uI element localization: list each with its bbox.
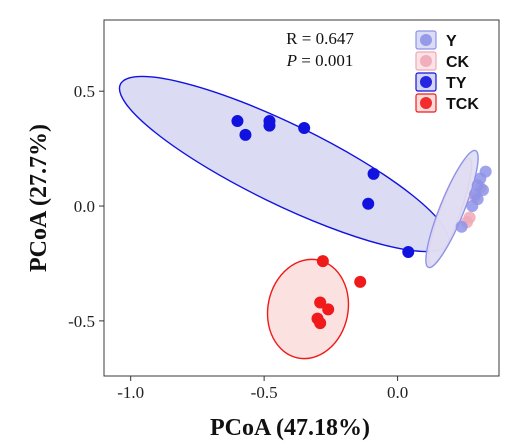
x-tick-label: -0.5 [251, 383, 278, 402]
point-ty-4 [263, 115, 276, 128]
plot-frame [103, 19, 500, 377]
y-axis-label: PCoA (27.7%) [26, 124, 52, 272]
point-y-8 [455, 220, 468, 233]
ellipse-ty [118, 75, 450, 253]
r-statistic: R = 0.647 [286, 29, 354, 48]
data-points [231, 115, 492, 330]
point-y-7 [466, 200, 479, 213]
legend: Y CK TY TCK [415, 30, 479, 113]
legend-label-ck: CK [446, 54, 470, 71]
legend-marker-tck [420, 97, 432, 109]
x-axis-label: PCoA (47.18%) [210, 415, 370, 441]
x-tick-label: -1.0 [117, 383, 144, 402]
point-tck-6 [314, 317, 327, 330]
legend-label-tck: TCK [446, 96, 479, 113]
y-tick-label: 0.0 [74, 197, 95, 216]
ellipse-y [425, 149, 479, 269]
legend-marker-ck [420, 55, 432, 67]
legend-label-y: Y [446, 33, 457, 50]
point-ty-2 [239, 128, 252, 141]
point-ty-7 [362, 197, 375, 210]
point-ty-5 [298, 121, 311, 134]
p-statistic: P = 0.001 [286, 51, 354, 70]
y-axis-ticks: -0.5 0.0 0.5 [68, 82, 104, 331]
ellipse-tck [266, 258, 350, 360]
x-tick-label: 0.0 [387, 383, 408, 402]
point-ty-8 [402, 245, 415, 258]
x-axis-ticks: -1.0 -0.5 0.0 [117, 376, 408, 402]
point-tck-2 [354, 275, 367, 288]
point-tck-3 [314, 296, 327, 309]
point-tck-1 [316, 255, 329, 268]
legend-label-ty: TY [446, 75, 467, 92]
legend-marker-ty [420, 76, 432, 88]
p-symbol: P [286, 51, 297, 70]
p-value: = 0.001 [297, 51, 353, 70]
legend-marker-y [420, 34, 432, 46]
point-tck-4 [322, 303, 335, 316]
point-ty-1 [231, 115, 244, 128]
point-ty-6 [367, 167, 380, 180]
y-tick-label: -0.5 [68, 312, 95, 331]
y-tick-label: 0.5 [74, 82, 95, 101]
